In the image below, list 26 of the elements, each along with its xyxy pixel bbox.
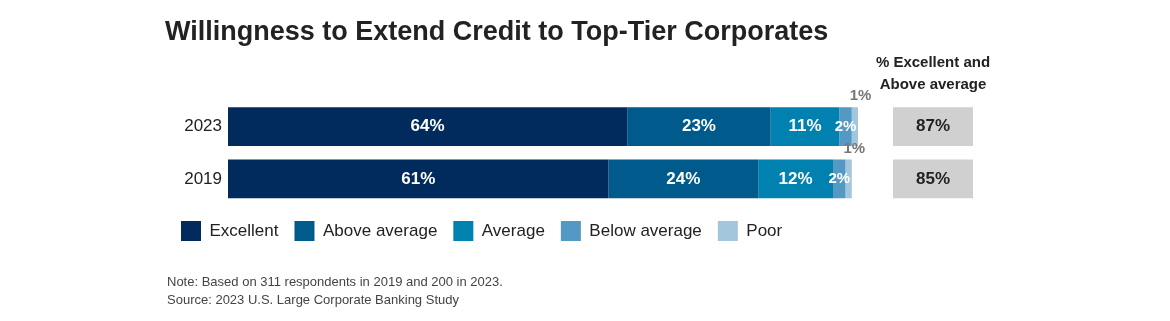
source-note: Source: 2023 U.S. Large Corporate Banking Study [167, 292, 460, 307]
data-label: 24% [666, 168, 701, 188]
data-label: 2% [834, 116, 857, 134]
bar [608, 159, 759, 199]
data-label: 1% [849, 86, 872, 104]
legend-label: Average [481, 220, 545, 240]
data-label: 23% [681, 116, 716, 136]
text: 87% [915, 116, 951, 136]
y-tick-label: 2019 [184, 168, 222, 188]
text: % Excellent and Above average [875, 52, 991, 92]
data-label: 61% [401, 168, 436, 188]
bar [228, 107, 628, 146]
data-label: 11% [788, 116, 822, 136]
text: Note: Based on 311 respondents in 2019 and 200 in 2023. [167, 274, 503, 289]
legend-label: Excellent [209, 220, 279, 240]
chart-title: Willingness to Extend Credit to Top-Tier Corporates [165, 15, 829, 46]
legend-label: Poor [746, 220, 783, 240]
legend-label: Below average [589, 220, 702, 240]
bar [228, 159, 609, 199]
y-tick-label: 2023 [184, 116, 222, 136]
data-label: 2% [828, 168, 851, 186]
data-label: 12% [778, 168, 813, 188]
bar [627, 107, 771, 146]
data-label: 64% [410, 116, 445, 136]
text: 85% [915, 168, 951, 188]
legend-label: Above average [322, 220, 438, 240]
